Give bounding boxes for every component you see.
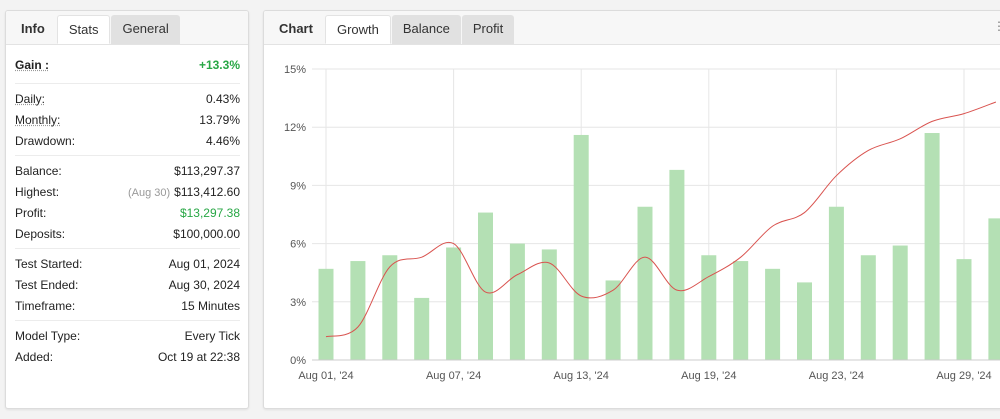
tab-profit[interactable]: Profit xyxy=(461,15,515,44)
timeframe-value: 15 Minutes xyxy=(181,298,240,313)
bar[interactable] xyxy=(509,243,525,360)
bar[interactable] xyxy=(446,247,462,360)
chart-menu-icon[interactable]: ⋮ xyxy=(993,19,1000,33)
bar[interactable] xyxy=(382,255,398,360)
performance-group: Daily: 0.43% Monthly: 13.79% Drawdown: 4… xyxy=(15,84,240,156)
gain-label: Gain : xyxy=(15,58,50,72)
bar[interactable] xyxy=(318,268,334,360)
test-ended-value: Aug 30, 2024 xyxy=(168,277,240,292)
deposits-label: Deposits: xyxy=(15,226,66,241)
test-started-value: Aug 01, 2024 xyxy=(168,256,240,271)
growth-line xyxy=(325,101,997,338)
test-started-label: Test Started: xyxy=(15,256,83,271)
highest-label: Highest: xyxy=(15,184,60,199)
profit-label: Profit: xyxy=(15,205,47,220)
y-tick-label: 3% xyxy=(290,297,306,309)
added-label: Added: xyxy=(15,349,54,364)
model-type-row: Model Type: Every Tick xyxy=(15,325,240,346)
tab-growth[interactable]: Growth xyxy=(324,15,391,44)
y-tick-label: 15% xyxy=(284,64,306,76)
balance-value: $113,297.37 xyxy=(174,163,240,178)
x-tick-label: Aug 19, '24 xyxy=(681,370,736,382)
tab-info[interactable]: Info xyxy=(21,21,45,36)
timeframe-row: Timeframe: 15 Minutes xyxy=(15,295,240,316)
x-tick-label: Aug 07, '24 xyxy=(426,370,481,382)
model-type-label: Model Type: xyxy=(15,328,81,343)
balance-label: Balance: xyxy=(15,163,62,178)
bar[interactable] xyxy=(701,255,717,360)
y-tick-label: 12% xyxy=(284,122,306,134)
test-ended-label: Test Ended: xyxy=(15,277,79,292)
tab-general[interactable]: General xyxy=(111,15,180,44)
monthly-value: 13.79% xyxy=(199,112,240,127)
highest-row: Highest: (Aug 30) $113,412.60 xyxy=(15,181,240,202)
stats-panel: Info Stats General Gain : +13.3% Daily: … xyxy=(5,10,249,409)
bar[interactable] xyxy=(828,206,844,360)
bar[interactable] xyxy=(478,212,493,360)
bar[interactable] xyxy=(350,261,366,360)
highest-value: $113,412.60 xyxy=(174,184,240,199)
y-tick-label: 0% xyxy=(290,355,306,367)
test-group: Test Started: Aug 01, 2024 Test Ended: A… xyxy=(15,249,240,321)
model-type-value: Every Tick xyxy=(184,328,240,343)
bar[interactable] xyxy=(414,297,430,360)
growth-chart: 0% 3% 6% 9% 12% 15% Aug 01, '24 Aug 07, '24 Aug … xyxy=(284,64,1000,382)
daily-value: 0.43% xyxy=(205,91,240,106)
gain-row: Gain : +13.3% xyxy=(15,51,240,79)
x-tick-label: Aug 01, '24 xyxy=(298,370,353,382)
model-group: Model Type: Every Tick Added: Oct 19 at … xyxy=(15,321,240,371)
highest-date: (Aug 30) xyxy=(127,186,171,199)
deposits-row: Deposits: $100,000.00 xyxy=(15,223,240,244)
bar[interactable] xyxy=(988,218,1000,360)
daily-label: Daily: xyxy=(15,91,46,106)
bar[interactable] xyxy=(637,206,653,360)
bar[interactable] xyxy=(541,249,557,360)
tab-chart[interactable]: Chart xyxy=(279,21,313,36)
tab-balance[interactable]: Balance xyxy=(391,15,461,44)
bar[interactable] xyxy=(573,134,589,360)
monthly-row: Monthly: 13.79% xyxy=(15,109,240,130)
monthly-label: Monthly: xyxy=(15,112,61,127)
bar[interactable] xyxy=(892,245,908,360)
bar[interactable] xyxy=(733,261,749,360)
timeframe-label: Timeframe: xyxy=(15,298,76,313)
deposits-value: $100,000.00 xyxy=(173,226,240,241)
bar[interactable] xyxy=(860,255,876,360)
bar[interactable] xyxy=(605,280,621,360)
y-tick-label: 9% xyxy=(290,180,306,192)
bar[interactable] xyxy=(669,169,685,360)
profit-value: $13,297.38 xyxy=(179,205,240,220)
highest-value-wrap: (Aug 30) $113,412.60 xyxy=(128,185,240,199)
gain-group: Gain : +13.3% xyxy=(15,47,240,84)
chart-tabs: Chart Growth Balance Profit xyxy=(264,11,1000,45)
bar[interactable] xyxy=(797,282,812,360)
y-tick-label: 6% xyxy=(290,239,306,251)
drawdown-label: Drawdown: xyxy=(15,133,76,148)
added-value: Oct 19 at 22:38 xyxy=(157,349,240,364)
drawdown-row: Drawdown: 4.46% xyxy=(15,130,240,151)
test-ended-row: Test Ended: Aug 30, 2024 xyxy=(15,274,240,295)
tab-stats[interactable]: Stats xyxy=(56,15,111,44)
balance-row: Balance: $113,297.37 xyxy=(15,160,240,181)
test-started-row: Test Started: Aug 01, 2024 xyxy=(15,253,240,274)
profit-row: Profit: $13,297.38 xyxy=(15,202,240,223)
chart-panel: Chart Growth Balance Profit ⋮ 0% 3% 6% 9% 12… xyxy=(263,10,1000,409)
drawdown-value: 4.46% xyxy=(205,133,240,148)
daily-row: Daily: 0.43% xyxy=(15,88,240,109)
bar[interactable] xyxy=(924,133,940,360)
stats-tabs: Info Stats General xyxy=(6,11,248,45)
x-tick-label: Aug 23, '24 xyxy=(809,370,864,382)
bar[interactable] xyxy=(956,259,972,360)
x-tick-label: Aug 29, '24 xyxy=(936,370,991,382)
bar[interactable] xyxy=(765,268,781,360)
x-tick-label: Aug 13, '24 xyxy=(554,370,609,382)
gain-value: +13.3% xyxy=(198,58,240,72)
added-row: Added: Oct 19 at 22:38 xyxy=(15,346,240,367)
stats-list: Gain : +13.3% Daily: 0.43% Monthly: 13.7… xyxy=(6,45,248,371)
balance-group: Balance: $113,297.37 Highest: (Aug 30) $1… xyxy=(15,156,240,249)
